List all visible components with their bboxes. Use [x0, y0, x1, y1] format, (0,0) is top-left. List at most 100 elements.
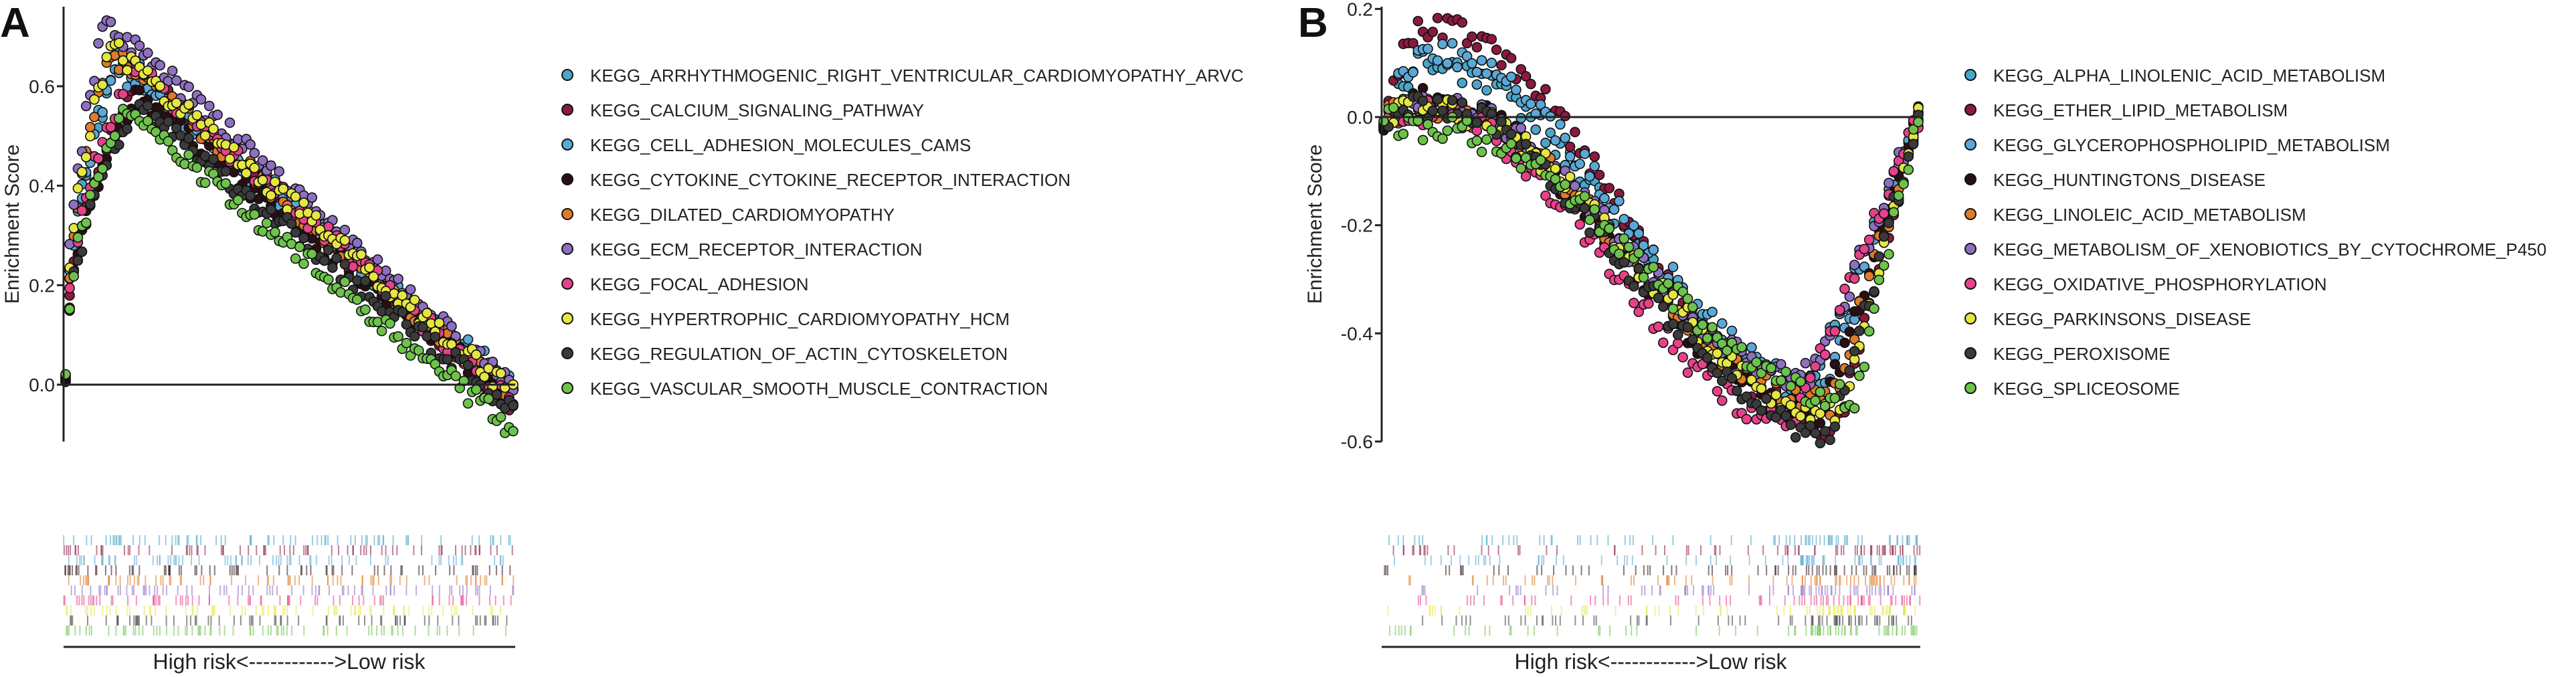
enrichment-point	[1825, 434, 1835, 446]
enrichment-point	[1412, 15, 1424, 27]
enrichment-point	[143, 100, 153, 111]
enrichment-point	[1707, 306, 1718, 318]
enrichment-point	[1849, 403, 1860, 414]
enrichment-point	[1863, 326, 1875, 337]
enrichment-point	[1746, 342, 1757, 353]
enrichment-point	[224, 153, 236, 165]
enrichment-point	[290, 253, 301, 264]
legend-marker	[1964, 138, 1976, 151]
panel-b: 0.2 0.0 -0.2 -0.4 -0.6 Enrichment Score KEGG…	[1304, 0, 2547, 674]
enrichment-point	[1526, 78, 1536, 90]
enrichment-point	[1496, 116, 1507, 127]
enrichment-point	[1520, 171, 1532, 182]
enrichment-point	[430, 331, 441, 343]
enrichment-point	[89, 112, 100, 122]
enrichment-point	[1810, 427, 1821, 439]
enrichment-point	[1648, 262, 1659, 273]
enrichment-point	[1550, 173, 1561, 185]
enrichment-point	[1560, 132, 1570, 143]
enrichment-point	[1829, 326, 1841, 337]
legend-marker	[561, 243, 573, 255]
enrichment-point	[1589, 151, 1600, 162]
enrichment-point	[97, 106, 108, 118]
enrichment-point	[1408, 37, 1418, 49]
legend-entry: KEGG_SPLICEOSOME	[1993, 379, 2180, 399]
enrichment-point	[85, 130, 96, 142]
enrichment-point	[1859, 244, 1870, 255]
enrichment-point	[1776, 359, 1786, 370]
enrichment-point	[385, 318, 395, 329]
enrichment-point	[1505, 128, 1517, 140]
enrichment-point	[401, 337, 412, 349]
enrichment-point	[434, 317, 445, 328]
enrichment-point	[1447, 37, 1458, 49]
enrichment-point	[1795, 411, 1806, 422]
enrichment-point	[1589, 204, 1600, 215]
enrichment-point	[72, 255, 84, 266]
enrichment-point	[1854, 325, 1865, 336]
enrichment-point	[1481, 68, 1492, 79]
enrichment-point	[339, 224, 351, 235]
enrichment-point	[1629, 220, 1639, 231]
legend-entry: KEGG_ARRHYTHMOGENIC_RIGHT_VENTRICULAR_CA…	[590, 66, 1244, 86]
enrichment-point	[1908, 124, 1919, 135]
enrichment-point	[1604, 223, 1615, 234]
enrichment-point	[1511, 153, 1522, 164]
enrichment-point	[1682, 367, 1693, 378]
enrichment-point	[1526, 98, 1536, 110]
enrichment-point	[134, 84, 145, 96]
enrichment-point	[1629, 281, 1639, 292]
enrichment-point	[1873, 251, 1885, 262]
enrichment-point	[1844, 365, 1855, 376]
legend-entry: KEGG_HUNTINGTONS_DISEASE	[1993, 170, 2266, 190]
enrichment-point	[1417, 134, 1429, 146]
enrichment-point	[318, 255, 330, 266]
enrichment-point	[183, 132, 194, 144]
enrichment-point	[405, 284, 416, 295]
enrichment-point	[1810, 361, 1821, 372]
enrichment-point	[1540, 190, 1551, 201]
enrichment-point	[298, 258, 309, 270]
enrichment-point	[257, 155, 268, 166]
enrichment-point	[508, 400, 519, 411]
enrichment-point	[1849, 273, 1860, 284]
legend-marker	[1964, 347, 1976, 359]
enrichment-point	[290, 227, 301, 238]
enrichment-point	[195, 94, 207, 105]
enrichment-point	[1780, 366, 1791, 377]
enrichment-point	[1888, 166, 1900, 177]
enrichment-point	[1770, 412, 1782, 423]
enrichment-point	[1471, 79, 1483, 90]
legend-entry: KEGG_ALPHA_LINOLENIC_ACID_METABOLISM	[1993, 66, 2385, 86]
enrichment-point	[1633, 263, 1644, 274]
enrichment-point	[68, 199, 80, 210]
enrichment-point	[1903, 151, 1914, 162]
enrichment-point	[1535, 99, 1546, 110]
enrichment-point	[1447, 95, 1458, 106]
enrichment-point	[1505, 138, 1517, 149]
y-tick-label: 0.0	[29, 375, 55, 395]
enrichment-point	[368, 271, 379, 282]
enrichment-point	[1878, 260, 1890, 271]
enrichment-point	[257, 175, 268, 186]
enrichment-point	[1471, 41, 1483, 53]
enrichment-point	[1520, 71, 1532, 82]
enrichment-point	[1515, 122, 1526, 134]
y-tick-label: 0.0	[1347, 107, 1373, 128]
enrichment-point	[1717, 375, 1728, 387]
y-tick-label: 0.4	[29, 176, 55, 197]
enrichment-point	[1604, 183, 1615, 194]
enrichment-point	[1619, 233, 1629, 244]
enrichment-point	[1530, 124, 1541, 135]
enrichment-point	[122, 65, 132, 76]
enrichment-point	[163, 136, 174, 147]
y-tick-label: 0.2	[29, 275, 55, 296]
enrichment-point	[442, 354, 453, 365]
enrichment-point	[1540, 84, 1551, 95]
enrichment-point	[470, 384, 482, 395]
enrichment-point	[72, 183, 84, 194]
enrichment-point	[310, 210, 322, 221]
x-axis-text-b: High risk<------------>Low risk	[1514, 650, 1787, 674]
enrichment-point	[1712, 386, 1723, 397]
